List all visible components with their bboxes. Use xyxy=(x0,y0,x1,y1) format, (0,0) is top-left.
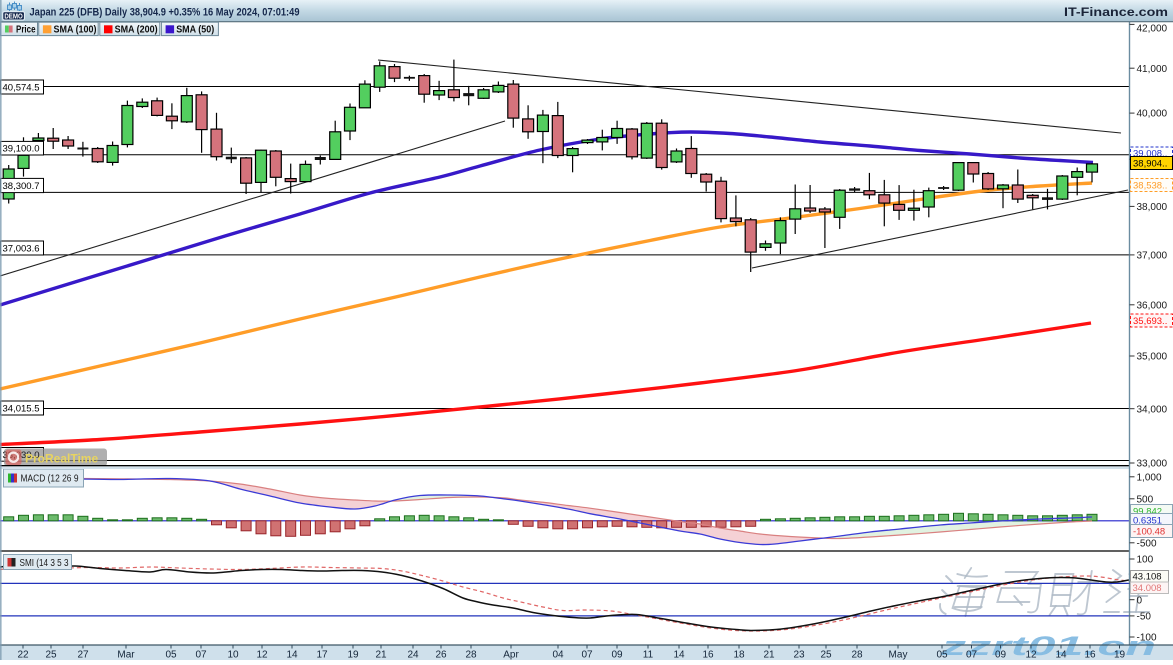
svg-text:-100: -100 xyxy=(1137,633,1157,644)
svg-text:27: 27 xyxy=(77,650,89,661)
svg-text:40,000: 40,000 xyxy=(1137,109,1168,120)
svg-text:33,000: 33,000 xyxy=(1137,459,1168,470)
svg-text:43.108: 43.108 xyxy=(1133,572,1162,583)
svg-text:26: 26 xyxy=(435,650,447,661)
svg-text:May: May xyxy=(889,650,908,661)
svg-text:0.6351: 0.6351 xyxy=(1133,515,1162,526)
svg-text:12: 12 xyxy=(256,650,268,661)
svg-text:34,015.5: 34,015.5 xyxy=(3,403,40,414)
svg-text:34.008: 34.008 xyxy=(1133,583,1162,594)
svg-text:14: 14 xyxy=(673,650,685,661)
svg-text:05: 05 xyxy=(936,650,948,661)
svg-text:39,100.0: 39,100.0 xyxy=(3,144,40,155)
svg-text:37,003.6: 37,003.6 xyxy=(3,243,40,254)
svg-text:41,000: 41,000 xyxy=(1137,64,1168,75)
svg-text:07: 07 xyxy=(581,650,593,661)
svg-text:ProRealTime: ProRealTime xyxy=(25,452,98,466)
svg-text:19: 19 xyxy=(347,650,359,661)
svg-text:38,000: 38,000 xyxy=(1137,202,1168,213)
svg-text:100: 100 xyxy=(1137,555,1154,566)
svg-text:24: 24 xyxy=(407,650,419,661)
svg-text:21: 21 xyxy=(375,650,387,661)
svg-text:19: 19 xyxy=(1114,650,1126,661)
svg-text:SMA (200): SMA (200) xyxy=(115,24,158,36)
svg-text:39,008..: 39,008.. xyxy=(1133,149,1167,160)
svg-text:Mar: Mar xyxy=(117,650,135,661)
svg-text:34,000: 34,000 xyxy=(1137,404,1168,415)
svg-text:07: 07 xyxy=(966,650,978,661)
svg-text:04: 04 xyxy=(552,650,564,661)
svg-text:-50: -50 xyxy=(1137,612,1152,623)
svg-text:21: 21 xyxy=(763,650,775,661)
svg-text:35,693..: 35,693.. xyxy=(1133,316,1167,327)
svg-text:99.842: 99.842 xyxy=(1133,506,1162,517)
svg-text:09: 09 xyxy=(995,650,1007,661)
svg-text:-100.48: -100.48 xyxy=(1133,526,1165,537)
svg-text:16: 16 xyxy=(702,650,714,661)
svg-text:23: 23 xyxy=(793,650,805,661)
svg-text:36,000: 36,000 xyxy=(1137,300,1168,311)
svg-text:28: 28 xyxy=(851,650,863,661)
svg-text:1,000: 1,000 xyxy=(1137,472,1162,483)
svg-text:28: 28 xyxy=(465,650,477,661)
svg-text:-500: -500 xyxy=(1137,538,1157,549)
svg-text:Apr: Apr xyxy=(503,650,519,661)
svg-text:42,000: 42,000 xyxy=(1137,23,1168,34)
svg-text:12: 12 xyxy=(1025,650,1037,661)
svg-text:37,000: 37,000 xyxy=(1137,251,1168,262)
svg-text:38,904..: 38,904.. xyxy=(1133,158,1167,169)
svg-text:05: 05 xyxy=(165,650,177,661)
svg-text:10: 10 xyxy=(227,650,239,661)
svg-text:IT-Finance.com: IT-Finance.com xyxy=(1064,5,1168,19)
svg-text:500: 500 xyxy=(1137,494,1154,505)
svg-text:40,574.5: 40,574.5 xyxy=(3,82,40,93)
svg-text:35,000: 35,000 xyxy=(1137,352,1168,363)
svg-text:25: 25 xyxy=(820,650,832,661)
svg-text:14: 14 xyxy=(286,650,298,661)
svg-text:0: 0 xyxy=(1137,595,1143,606)
svg-text:38,300.7: 38,300.7 xyxy=(3,181,40,192)
svg-text:38,538..: 38,538.. xyxy=(1133,180,1167,191)
svg-text:DEMO: DEMO xyxy=(4,12,23,21)
svg-text:11: 11 xyxy=(643,650,654,661)
svg-text:SMA (100): SMA (100) xyxy=(54,24,97,36)
svg-text:14: 14 xyxy=(1055,650,1067,661)
svg-text:22: 22 xyxy=(17,650,29,661)
svg-text:25: 25 xyxy=(45,650,57,661)
svg-text:18: 18 xyxy=(733,650,745,661)
svg-text:SMA (50): SMA (50) xyxy=(176,24,214,36)
svg-text:SMI (14 3 5 3: SMI (14 3 5 3 xyxy=(20,558,69,569)
svg-text:Japan 225 (DFB) Daily 38,904.9: Japan 225 (DFB) Daily 38,904.9 +0.35% 16… xyxy=(30,7,300,19)
svg-text:Price: Price xyxy=(16,24,36,36)
svg-text:07: 07 xyxy=(195,650,207,661)
svg-text:09: 09 xyxy=(611,650,623,661)
svg-text:MACD (12 26 9: MACD (12 26 9 xyxy=(21,474,79,485)
svg-text:17: 17 xyxy=(316,650,328,661)
svg-text:16: 16 xyxy=(1084,650,1096,661)
